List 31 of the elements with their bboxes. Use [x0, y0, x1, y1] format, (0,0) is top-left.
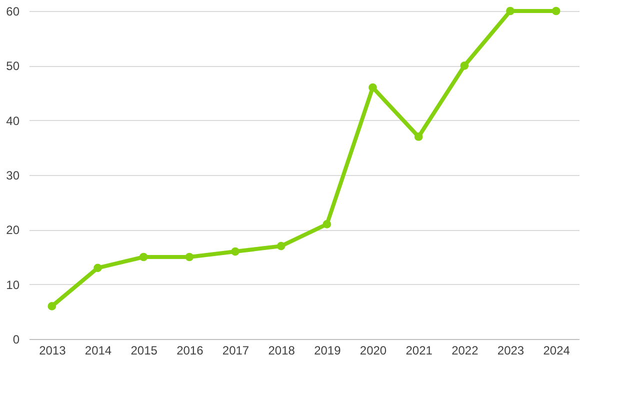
y-tick-label: 20 — [6, 223, 20, 238]
point — [48, 302, 56, 310]
x-tick-label: 2017 — [222, 344, 250, 358]
y-tick-label: 0 — [12, 332, 20, 346]
y-tick-label: 10 — [6, 278, 20, 292]
point — [185, 252, 194, 262]
point — [94, 264, 102, 272]
y-tick-label: 60 — [6, 4, 20, 18]
x-tick-label: 2022 — [452, 344, 479, 358]
x-tick-label: 2019 — [314, 344, 342, 358]
point — [368, 83, 377, 92]
point — [276, 242, 286, 250]
x-tick-label: 2016 — [176, 344, 204, 358]
point — [322, 220, 332, 228]
x-tick-label: 2014 — [84, 344, 112, 358]
x-tick-label: 2020 — [360, 344, 387, 358]
x-tick-label: 2015 — [130, 344, 158, 358]
point — [139, 252, 148, 262]
point — [506, 6, 514, 16]
x-tick-label: 2013 — [39, 344, 66, 358]
x-tick-label: 2023 — [497, 344, 524, 358]
y-tick-label: 50 — [6, 59, 20, 74]
point — [460, 61, 469, 70]
point — [231, 247, 240, 256]
point — [414, 132, 423, 141]
y-tick-label: 40 — [6, 114, 20, 128]
y-tick-label: 30 — [6, 168, 20, 182]
x-tick-label: 2024 — [543, 344, 570, 358]
x-tick-label: 2021 — [406, 344, 433, 358]
point — [552, 6, 560, 16]
x-tick-label: 2018 — [268, 344, 296, 358]
